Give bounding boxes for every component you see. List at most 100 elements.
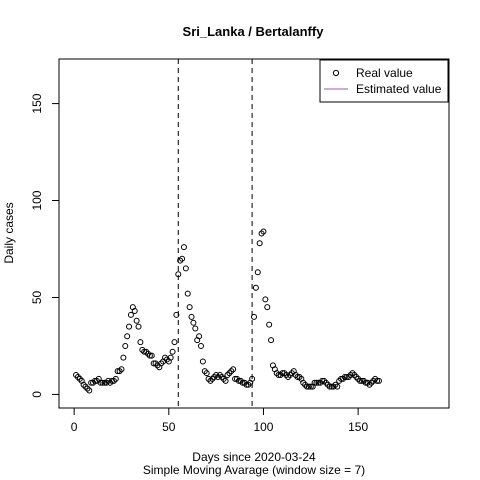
data-point <box>375 377 382 384</box>
data-point <box>304 383 311 390</box>
data-point <box>143 348 150 355</box>
data-point <box>97 379 104 386</box>
data-point <box>203 370 210 377</box>
data-point <box>322 379 329 386</box>
x-tick-label: 0 <box>71 420 78 434</box>
data-point <box>364 379 371 386</box>
data-point <box>175 271 182 278</box>
data-point <box>197 342 204 349</box>
data-point <box>99 379 106 386</box>
x-tick-label: 150 <box>348 420 368 434</box>
data-point <box>158 360 165 367</box>
y-tick-label: 50 <box>30 290 44 304</box>
plot-frame <box>58 58 450 409</box>
data-point <box>334 383 341 390</box>
data-point <box>76 375 83 382</box>
data-point <box>118 366 125 373</box>
data-point <box>245 381 252 388</box>
data-point <box>300 379 307 386</box>
data-point <box>374 377 381 384</box>
data-point <box>171 339 178 346</box>
y-axis: 0 50 100 150 <box>30 93 60 398</box>
data-point <box>296 373 303 380</box>
data-point <box>84 385 91 392</box>
data-point <box>137 339 144 346</box>
data-point <box>184 290 191 297</box>
data-point <box>205 375 212 382</box>
data-point <box>305 383 312 390</box>
data-point <box>332 381 339 388</box>
data-point <box>127 311 134 318</box>
data-point <box>167 354 174 361</box>
data-point <box>254 269 261 276</box>
data-point <box>173 311 180 318</box>
data-point <box>283 372 290 379</box>
vertical-lines <box>177 59 253 408</box>
data-point <box>230 366 237 373</box>
legend-box <box>319 59 449 103</box>
data-point <box>213 372 220 379</box>
data-point <box>74 373 81 380</box>
data-point <box>201 368 208 375</box>
data-point <box>188 313 195 320</box>
data-point <box>186 304 193 311</box>
y-tick-label: 150 <box>30 93 44 113</box>
data-point <box>73 372 80 379</box>
data-point <box>86 387 93 394</box>
real-value-points <box>73 228 382 394</box>
data-point <box>148 352 155 359</box>
data-point <box>266 321 273 328</box>
y-tick-label: 0 <box>30 391 44 398</box>
data-point <box>209 375 216 382</box>
data-point <box>196 333 203 340</box>
data-point <box>216 372 223 379</box>
data-point <box>256 240 263 247</box>
data-point <box>211 373 218 380</box>
data-point <box>152 360 159 367</box>
legend-estimated-value-label: Estimated value <box>356 82 442 96</box>
legend-real-value-marker <box>332 69 340 77</box>
data-point <box>82 383 89 390</box>
data-point <box>286 372 293 379</box>
data-point <box>353 373 360 380</box>
data-point <box>126 323 133 330</box>
y-tick-label: 100 <box>30 190 44 210</box>
data-point <box>351 372 358 379</box>
x-axis-sublabel: Simple Moving Avarage (window size = 7) <box>143 463 365 477</box>
data-point <box>307 383 314 390</box>
data-point <box>122 342 129 349</box>
data-point <box>347 372 354 379</box>
data-point <box>357 377 364 384</box>
data-point <box>313 379 320 386</box>
data-point <box>177 257 184 264</box>
x-axis: 0 50 100 150 <box>71 407 368 434</box>
data-point <box>105 377 112 384</box>
data-point <box>366 381 373 388</box>
data-point <box>120 354 127 361</box>
data-point <box>162 354 169 361</box>
data-point <box>311 379 318 386</box>
data-point <box>116 368 123 375</box>
data-point <box>179 255 186 262</box>
data-point <box>133 317 140 324</box>
data-point <box>226 370 233 377</box>
data-point <box>341 373 348 380</box>
data-point <box>321 377 328 384</box>
data-point <box>131 308 138 315</box>
data-point <box>192 325 199 332</box>
legend: Real value Estimated value <box>319 59 449 103</box>
data-point <box>169 348 176 355</box>
data-point <box>326 383 333 390</box>
data-point <box>180 244 187 251</box>
data-point <box>182 265 189 272</box>
data-point <box>80 381 87 388</box>
x-axis-label: Days since 2020-03-24 <box>192 450 316 464</box>
data-point <box>112 375 119 382</box>
x-tick-label: 50 <box>162 420 176 434</box>
y-axis-label: Daily cases <box>2 202 16 263</box>
data-point <box>199 358 206 365</box>
data-point <box>281 370 288 377</box>
data-point <box>228 368 235 375</box>
data-point <box>249 375 256 382</box>
data-point <box>268 337 275 344</box>
